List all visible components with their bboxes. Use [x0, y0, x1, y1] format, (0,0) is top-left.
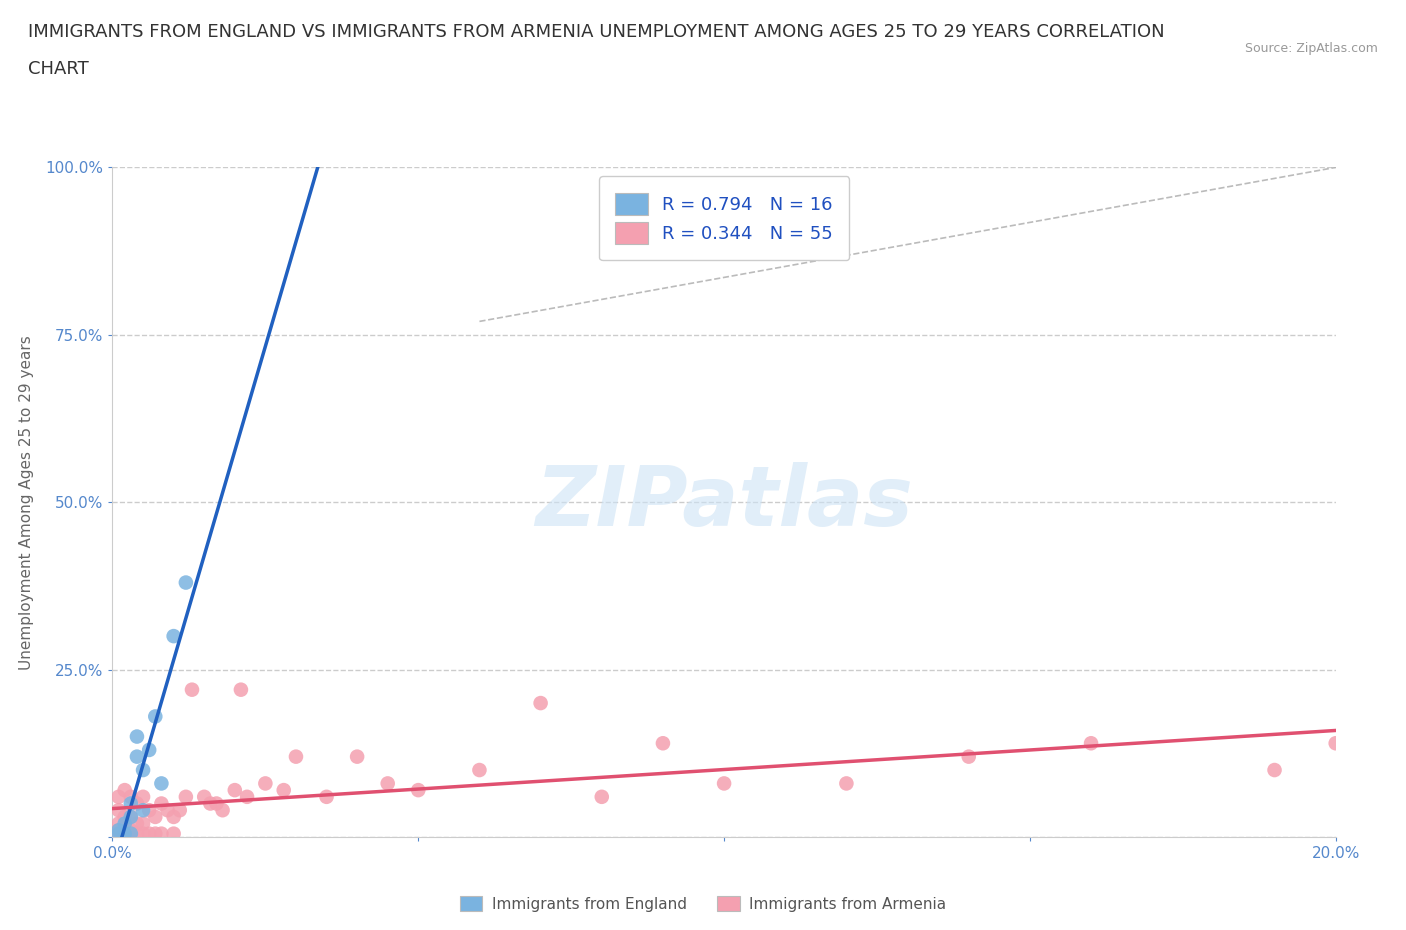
Point: [315, 790, 337, 804]
Point: [132, 826, 155, 841]
Point: [107, 826, 129, 841]
Point: [114, 783, 136, 798]
Point: [163, 809, 186, 824]
Point: [408, 783, 430, 798]
Text: Source: ZipAtlas.com: Source: ZipAtlas.com: [1244, 42, 1378, 55]
Point: [652, 736, 675, 751]
Point: [150, 826, 173, 841]
Point: [224, 783, 246, 798]
Point: [377, 776, 399, 790]
Point: [143, 826, 166, 841]
Point: [120, 796, 142, 811]
Point: [132, 817, 155, 831]
Point: [107, 826, 129, 841]
Point: [174, 790, 197, 804]
Point: [468, 763, 491, 777]
Point: [156, 803, 179, 817]
Point: [229, 683, 252, 698]
Point: [150, 796, 173, 811]
Point: [114, 809, 136, 824]
Point: [957, 750, 980, 764]
Point: [143, 809, 166, 824]
Point: [107, 803, 129, 817]
Point: [114, 826, 136, 841]
Point: [114, 817, 136, 831]
Point: [114, 826, 136, 841]
Point: [120, 823, 142, 838]
Point: [138, 742, 160, 757]
Point: [125, 826, 148, 841]
Point: [114, 823, 136, 838]
Point: [120, 809, 142, 824]
Point: [107, 823, 129, 838]
Point: [211, 803, 233, 817]
Point: [713, 776, 735, 790]
Point: [205, 796, 228, 811]
Point: [835, 776, 858, 790]
Point: [132, 763, 155, 777]
Point: [200, 796, 222, 811]
Point: [125, 750, 148, 764]
Point: [254, 776, 277, 790]
Point: [125, 729, 148, 744]
Point: [1264, 763, 1286, 777]
Point: [107, 790, 129, 804]
Text: CHART: CHART: [28, 60, 89, 78]
Point: [138, 803, 160, 817]
Point: [120, 809, 142, 824]
Point: [530, 696, 553, 711]
Point: [236, 790, 259, 804]
Point: [107, 823, 129, 838]
Point: [125, 817, 148, 831]
Text: ZIPatlas: ZIPatlas: [536, 461, 912, 543]
Legend: Immigrants from England, Immigrants from Armenia: Immigrants from England, Immigrants from…: [454, 889, 952, 918]
Y-axis label: Unemployment Among Ages 25 to 29 years: Unemployment Among Ages 25 to 29 years: [20, 335, 34, 670]
Point: [163, 826, 186, 841]
Point: [143, 709, 166, 724]
Point: [346, 750, 368, 764]
Point: [273, 783, 295, 798]
Point: [120, 790, 142, 804]
Point: [132, 790, 155, 804]
Point: [1080, 736, 1102, 751]
Point: [120, 826, 142, 841]
Point: [150, 776, 173, 790]
Point: [132, 803, 155, 817]
Point: [174, 575, 197, 590]
Text: IMMIGRANTS FROM ENGLAND VS IMMIGRANTS FROM ARMENIA UNEMPLOYMENT AMONG AGES 25 TO: IMMIGRANTS FROM ENGLAND VS IMMIGRANTS FR…: [28, 23, 1164, 41]
Point: [125, 796, 148, 811]
Point: [169, 803, 191, 817]
Point: [120, 826, 142, 841]
Point: [138, 826, 160, 841]
Point: [1324, 736, 1347, 751]
Point: [107, 817, 129, 831]
Point: [193, 790, 215, 804]
Point: [181, 683, 204, 698]
Point: [591, 790, 613, 804]
Point: [284, 750, 308, 764]
Point: [163, 629, 186, 644]
Legend: R = 0.794   N = 16, R = 0.344   N = 55: R = 0.794 N = 16, R = 0.344 N = 55: [599, 177, 849, 260]
